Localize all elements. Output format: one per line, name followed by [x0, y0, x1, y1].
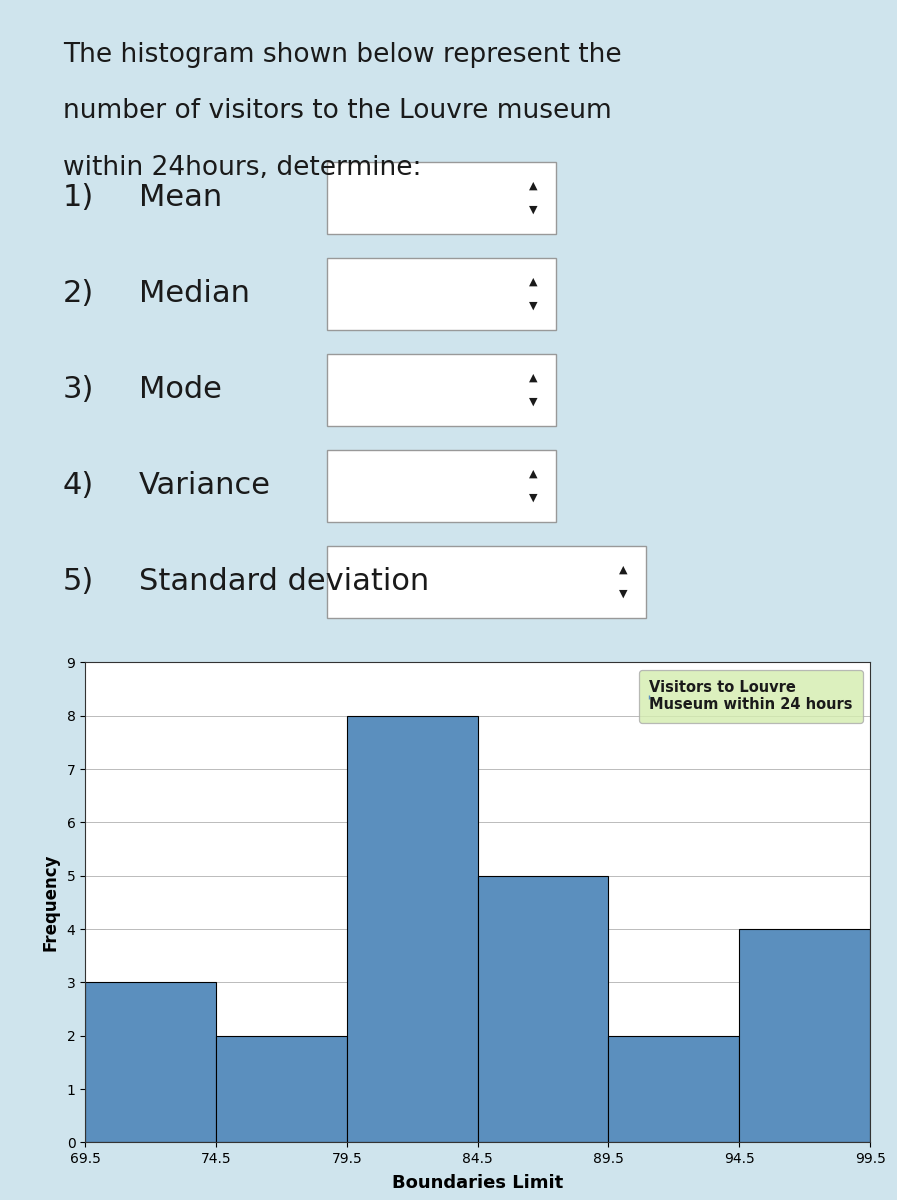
Text: Mean: Mean: [139, 184, 222, 212]
Text: Median: Median: [139, 280, 250, 308]
Text: number of visitors to the Louvre museum: number of visitors to the Louvre museum: [63, 98, 612, 125]
Text: 5): 5): [63, 568, 94, 596]
Text: within 24hours, determine:: within 24hours, determine:: [63, 155, 422, 181]
Bar: [608, 1036, 739, 1142]
Text: ▲: ▲: [529, 181, 538, 191]
Text: ▲: ▲: [619, 565, 628, 575]
Text: ▼: ▼: [619, 589, 628, 599]
Text: ▼: ▼: [529, 493, 538, 503]
Bar: [216, 1036, 347, 1142]
Bar: [85, 983, 216, 1142]
Text: ▼: ▼: [529, 205, 538, 215]
Text: ▲: ▲: [529, 277, 538, 287]
Text: ▲: ▲: [529, 469, 538, 479]
Legend: Visitors to Louvre
Museum within 24 hours: Visitors to Louvre Museum within 24 hour…: [639, 670, 863, 722]
Text: Standard deviation: Standard deviation: [139, 568, 430, 596]
Text: 2): 2): [63, 280, 94, 308]
Bar: [477, 876, 608, 1142]
Text: ▼: ▼: [529, 301, 538, 311]
Text: Variance: Variance: [139, 472, 271, 500]
Text: ▼: ▼: [529, 397, 538, 407]
Bar: [347, 715, 477, 1142]
Text: 1): 1): [63, 184, 94, 212]
Y-axis label: Frequency: Frequency: [41, 853, 60, 952]
X-axis label: Boundaries Limit: Boundaries Limit: [392, 1175, 563, 1193]
Text: 4): 4): [63, 472, 94, 500]
Text: 3): 3): [63, 376, 94, 404]
Text: ▲: ▲: [529, 373, 538, 383]
Text: The histogram shown below represent the: The histogram shown below represent the: [63, 42, 622, 68]
Bar: [739, 929, 870, 1142]
Text: Mode: Mode: [139, 376, 222, 404]
